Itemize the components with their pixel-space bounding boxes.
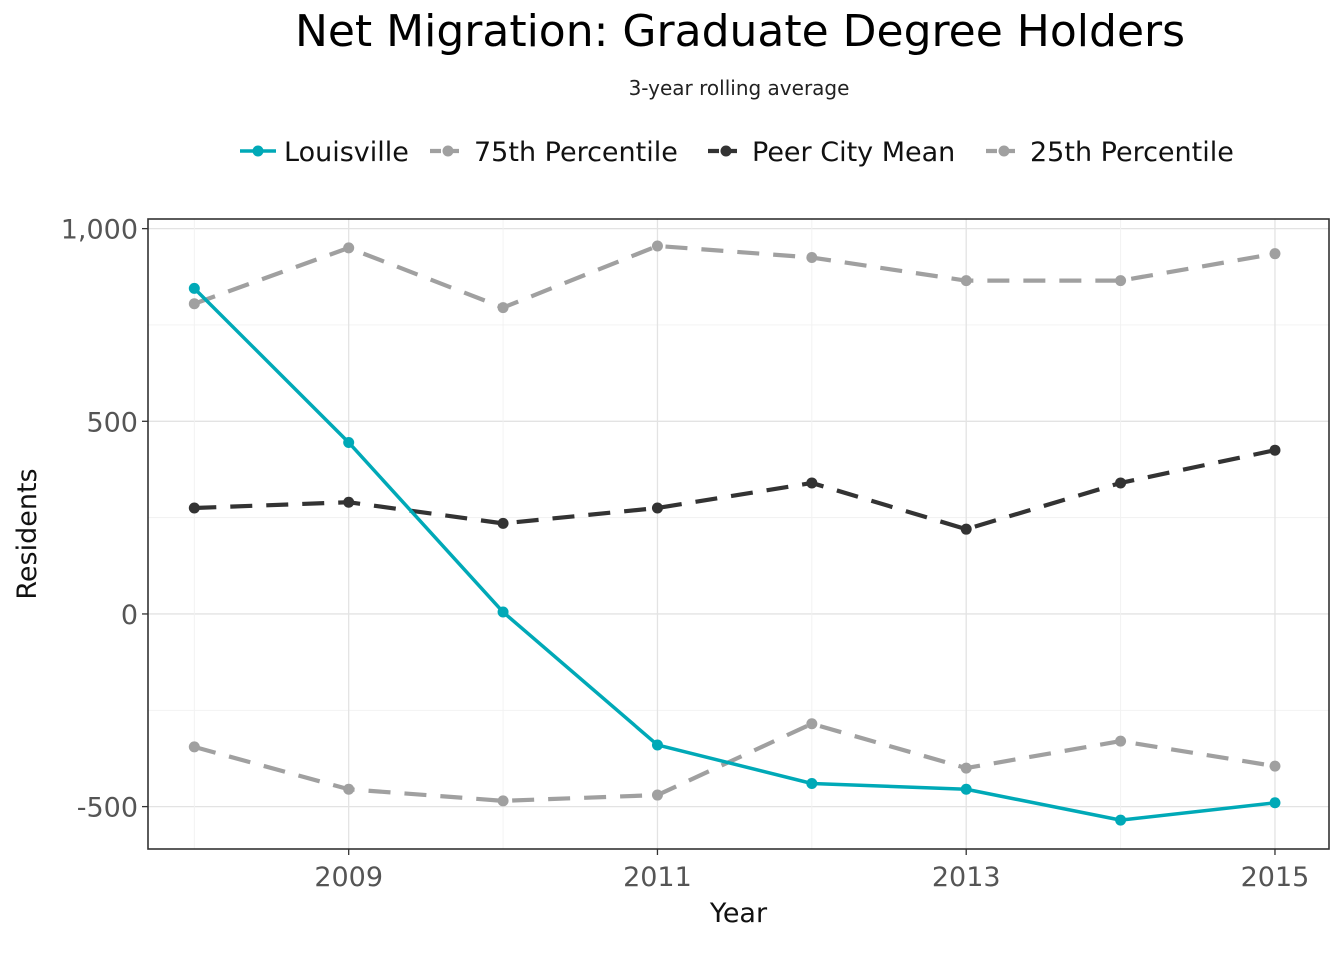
data-point-75th-percentile [806, 252, 818, 264]
data-point-louisville [497, 606, 509, 618]
plot-panel-border [147, 218, 1330, 850]
series-line-75th-percentile [193, 243, 1276, 310]
data-point-75th-percentile [343, 242, 355, 254]
series-line-peer-city-mean [194, 448, 1276, 532]
series-line-louisville [193, 287, 1276, 822]
chart-subtitle: 3-year rolling average [628, 76, 850, 100]
x-tick-label: 2011 [623, 862, 692, 893]
legend-label: Peer City Mean [752, 137, 955, 168]
legend-key-point [998, 145, 1010, 157]
data-point-louisville [806, 777, 818, 789]
data-point-louisville [1115, 814, 1127, 826]
y-tick-label: -500 [77, 793, 138, 824]
legend-label: 75th Percentile [474, 137, 678, 168]
x-axis-title: Year [709, 898, 768, 929]
data-point-75th-percentile [497, 302, 509, 314]
legend-key-point [442, 145, 454, 157]
data-point-75th-percentile [188, 298, 200, 310]
legend-label: Louisville [284, 137, 409, 168]
data-point-peer-city-mean [1115, 477, 1127, 489]
data-point-25th-percentile [343, 783, 355, 795]
legend: Louisville 75th Percentile Peer City Mean 2… [240, 137, 1234, 168]
y-tick-label: 1,000 [61, 215, 138, 246]
y-axis-title: Residents [12, 468, 43, 599]
data-point-peer-city-mean [188, 502, 200, 514]
data-point-louisville [651, 739, 663, 751]
data-point-25th-percentile [651, 789, 663, 801]
data-point-75th-percentile [960, 275, 972, 287]
series-line-25th-percentile [193, 721, 1276, 803]
y-tick-label: 0 [121, 600, 138, 631]
x-axis-ticks: 2009 2011 2013 2015 [314, 849, 1309, 893]
data-point-25th-percentile [806, 718, 818, 730]
data-point-25th-percentile [960, 762, 972, 774]
legend-item-peer-city-mean: Peer City Mean [708, 137, 955, 168]
y-tick-label: 500 [86, 407, 138, 438]
legend-key-point [720, 145, 732, 157]
series-layer [188, 240, 1281, 826]
data-point-peer-city-mean [1269, 444, 1281, 456]
data-point-75th-percentile [1269, 248, 1281, 260]
data-point-75th-percentile [651, 240, 663, 252]
chart-title: Net Migration: Graduate Degree Holders [294, 6, 1186, 57]
data-point-louisville [1269, 797, 1281, 809]
data-point-peer-city-mean [651, 502, 663, 514]
legend-item-75th-percentile: 75th Percentile [430, 137, 678, 168]
data-point-peer-city-mean [343, 496, 355, 508]
data-point-75th-percentile [1115, 275, 1127, 287]
data-point-peer-city-mean [806, 477, 818, 489]
data-point-25th-percentile [1269, 760, 1281, 772]
legend-key-point [252, 145, 264, 157]
data-point-peer-city-mean [960, 523, 972, 535]
data-point-louisville [343, 436, 355, 448]
data-point-louisville [960, 783, 972, 795]
data-point-peer-city-mean [497, 517, 509, 529]
data-point-25th-percentile [1115, 735, 1127, 747]
legend-label: 25th Percentile [1030, 137, 1234, 168]
x-tick-label: 2015 [1241, 862, 1310, 893]
data-point-25th-percentile [497, 795, 509, 807]
legend-item-louisville: Louisville [240, 137, 409, 168]
grid [148, 219, 1329, 849]
data-point-25th-percentile [188, 741, 200, 753]
data-point-louisville [188, 282, 200, 294]
x-tick-label: 2013 [932, 862, 1001, 893]
y-axis-ticks: -500 0 500 1,000 [61, 215, 148, 824]
legend-item-25th-percentile: 25th Percentile [986, 137, 1234, 168]
x-tick-label: 2009 [314, 862, 383, 893]
